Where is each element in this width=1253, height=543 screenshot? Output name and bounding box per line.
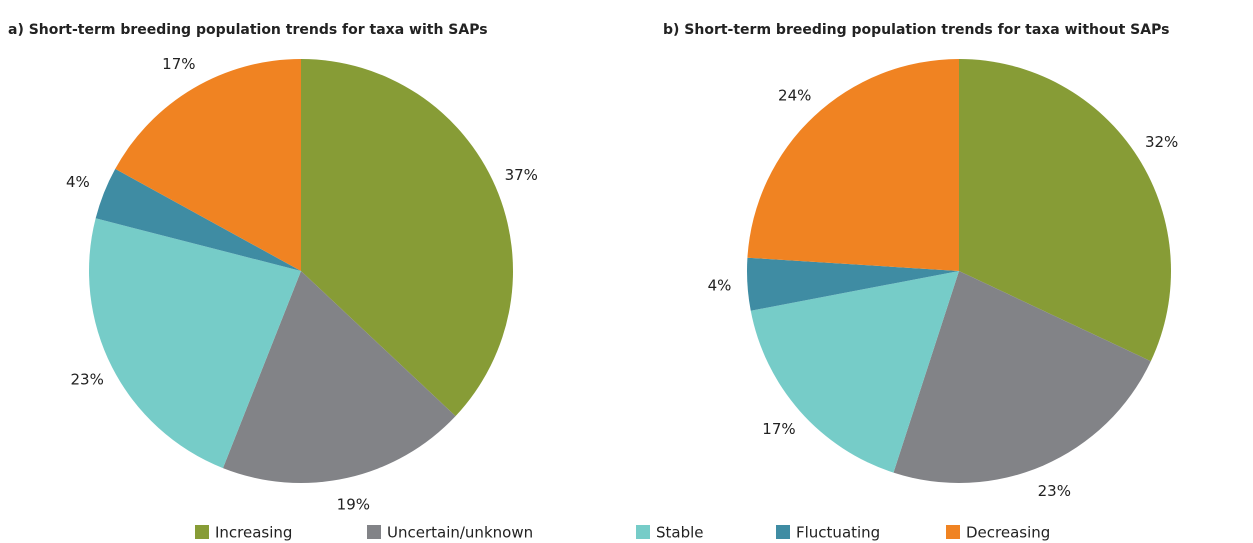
pie-slice bbox=[747, 59, 959, 271]
pie-slice bbox=[301, 59, 513, 417]
legend-swatch bbox=[367, 525, 381, 539]
legend-swatch bbox=[195, 525, 209, 539]
legend-swatch bbox=[776, 525, 790, 539]
data-label: 4% bbox=[66, 173, 90, 191]
chart-title: a) Short-term breeding population trends… bbox=[8, 22, 488, 38]
legend-label: Increasing bbox=[215, 524, 292, 542]
pie-slice bbox=[747, 257, 959, 311]
data-label: 32% bbox=[1145, 133, 1178, 151]
data-label: 23% bbox=[70, 370, 103, 388]
legend-label: Decreasing bbox=[966, 524, 1050, 542]
legend-swatch bbox=[636, 525, 650, 539]
pie-slice bbox=[893, 271, 1151, 484]
pie-slice bbox=[89, 218, 301, 469]
data-label: 19% bbox=[337, 496, 370, 514]
data-label: 24% bbox=[778, 87, 811, 105]
legend-label: Stable bbox=[656, 524, 704, 542]
data-label: 17% bbox=[162, 55, 195, 73]
data-label: 17% bbox=[762, 420, 795, 438]
data-label: 4% bbox=[708, 277, 732, 295]
pie-slice bbox=[95, 168, 301, 271]
data-label: 23% bbox=[1038, 482, 1071, 500]
pie-slice bbox=[115, 59, 301, 271]
legend-swatch bbox=[946, 525, 960, 539]
legend-label: Fluctuating bbox=[796, 524, 880, 542]
pie-slice bbox=[750, 271, 959, 473]
pie-slice bbox=[222, 271, 456, 484]
legend-label: Uncertain/unknown bbox=[387, 524, 533, 542]
chart-title: b) Short-term breeding population trends… bbox=[663, 22, 1169, 38]
pie-slice bbox=[959, 59, 1171, 362]
data-label: 37% bbox=[505, 166, 538, 184]
